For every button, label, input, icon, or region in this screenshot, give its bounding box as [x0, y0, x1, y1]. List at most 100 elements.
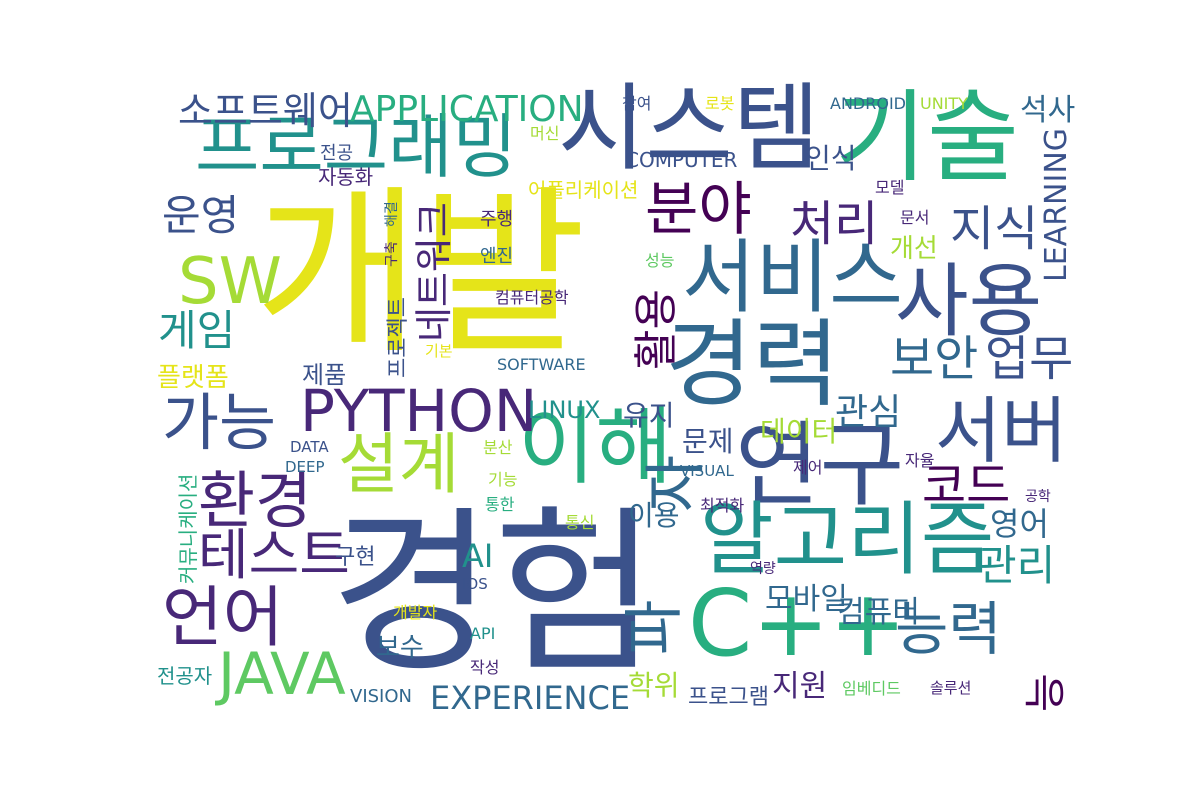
cloud-word: SW — [178, 245, 282, 319]
cloud-word: 구현 — [335, 545, 376, 570]
cloud-word: EXPERIENCE — [430, 679, 631, 717]
cloud-word: COMPUTER — [625, 148, 738, 172]
cloud-word: 분야 — [645, 175, 752, 243]
cloud-word: 석사 — [1020, 93, 1076, 128]
cloud-word: 솔루션 — [930, 679, 972, 697]
cloud-word: 자동화 — [318, 165, 374, 189]
cloud-word: 설계 — [338, 426, 460, 503]
cloud-word: 개발자 — [393, 603, 438, 622]
cloud-word: 컴퓨터공학 — [495, 288, 569, 307]
cloud-word: 자율 — [905, 451, 935, 470]
cloud-word: 최적화 — [700, 496, 745, 515]
cloud-word: 파 — [620, 599, 690, 655]
cloud-word: 커뮤니케이션 — [176, 473, 200, 584]
cloud-word: 경력 — [665, 310, 840, 420]
cloud-word: 문제 — [682, 425, 734, 458]
cloud-word: 모바일 — [765, 582, 848, 617]
cloud-word: 게임 — [158, 306, 236, 355]
cloud-word: PYTHON — [300, 377, 538, 445]
cloud-word: 업무 — [985, 331, 1074, 387]
cloud-word: 프로그래밍 — [195, 106, 517, 188]
cloud-word: 인식 — [805, 142, 857, 175]
cloud-word: 개발 — [255, 170, 587, 379]
cloud-word: 기능 — [488, 470, 518, 489]
cloud-word: 활용 — [631, 289, 682, 370]
cloud-word: 로봇 — [705, 94, 735, 113]
cloud-word: IOS — [462, 575, 488, 593]
cloud-word: 테스트 — [198, 523, 350, 587]
cloud-word: 모델 — [875, 178, 905, 197]
cloud-word: 주행 — [480, 209, 514, 230]
cloud-word: 알고리즘 — [700, 493, 995, 586]
cloud-word: 처리 — [790, 196, 879, 252]
cloud-word: 어플리케이션 — [528, 178, 639, 202]
cloud-word: 사용 — [895, 255, 1043, 348]
cloud-word: 전공 — [320, 143, 354, 164]
cloud-word: 프로그램 — [688, 685, 769, 710]
cloud-word: 컴퓨터 — [837, 595, 920, 630]
cloud-word: 관심 — [835, 392, 902, 433]
cloud-word: 통신 — [565, 513, 595, 532]
cloud-word: LEARNING — [1039, 127, 1074, 282]
cloud-word: 공학 — [1025, 489, 1051, 505]
cloud-word: 해결 — [384, 201, 400, 227]
cloud-word: JAVA — [218, 640, 346, 708]
cloud-word: 코드 — [922, 458, 1011, 514]
cloud-word: 기술 — [835, 79, 1019, 196]
cloud-word: 보수 — [376, 633, 424, 663]
cloud-word: 데이터 — [760, 415, 838, 448]
cloud-word: 이해 — [518, 398, 673, 496]
cloud-word: 문서 — [900, 208, 930, 227]
cloud-word: 엔진 — [480, 246, 514, 267]
cloud-word: VISUAL — [680, 462, 734, 480]
cloud-word: 제어 — [793, 458, 823, 477]
cloud-word: DATA — [290, 438, 329, 456]
cloud-word: 영어 — [990, 505, 1049, 543]
cloud-word: 능력 — [895, 595, 1002, 663]
cloud-word: UNITY — [920, 94, 968, 113]
cloud-word: DEEP — [285, 458, 325, 476]
cloud-word: 이용 — [628, 499, 680, 532]
cloud-word: 운영 — [162, 191, 240, 240]
cloud-word: 서버 — [935, 389, 1068, 473]
cloud-word: 능 — [1021, 673, 1070, 712]
cloud-word: 역량 — [750, 561, 776, 577]
cloud-word: 지식 — [950, 201, 1039, 257]
cloud-word: 관리 — [978, 541, 1056, 590]
cloud-word: 성능 — [645, 251, 675, 270]
cloud-word: 전공자 — [157, 664, 213, 688]
cloud-word: 지원 — [772, 669, 828, 704]
cloud-word: 분산 — [483, 438, 513, 457]
cloud-word: 서비스 — [682, 231, 903, 324]
cloud-word: 경험 — [330, 490, 658, 697]
cloud-word: 통한 — [485, 495, 515, 514]
cloud-word: 구축 — [384, 241, 400, 267]
cloud-word: C++ — [688, 570, 907, 677]
cloud-word: 플랫폼 — [157, 363, 229, 393]
cloud-word: AI — [462, 537, 494, 575]
cloud-word: 연구 — [735, 412, 905, 519]
cloud-word: 환경 — [198, 464, 313, 537]
cloud-word: APPLICATION — [350, 89, 584, 130]
cloud-word: 작성 — [470, 658, 500, 677]
cloud-word: 언어 — [162, 579, 284, 656]
cloud-word: 임베디드 — [842, 679, 901, 698]
cloud-word: 학위 — [628, 669, 680, 702]
cloud-word: 프로젝트 — [386, 297, 411, 378]
cloud-word: 소프트웨어 — [178, 89, 353, 133]
cloud-word: 유지 — [623, 399, 675, 432]
cloud-word: 기본 — [425, 342, 453, 360]
cloud-word: 머신 — [530, 124, 560, 143]
cloud-word: 참여 — [622, 94, 652, 113]
cloud-word: LINUX — [528, 396, 601, 424]
cloud-word: 보안 — [890, 331, 979, 387]
cloud-word: 가능 — [162, 386, 277, 459]
cloud-word: 시스템 — [558, 74, 821, 184]
cloud-word: 네트워크 — [412, 202, 456, 342]
cloud-word: API — [470, 624, 496, 643]
cloud-word: SOFTWARE — [497, 355, 586, 374]
cloud-word: VISION — [350, 686, 412, 707]
cloud-word: 제품 — [302, 361, 347, 389]
cloud-word: 개선 — [890, 234, 938, 264]
